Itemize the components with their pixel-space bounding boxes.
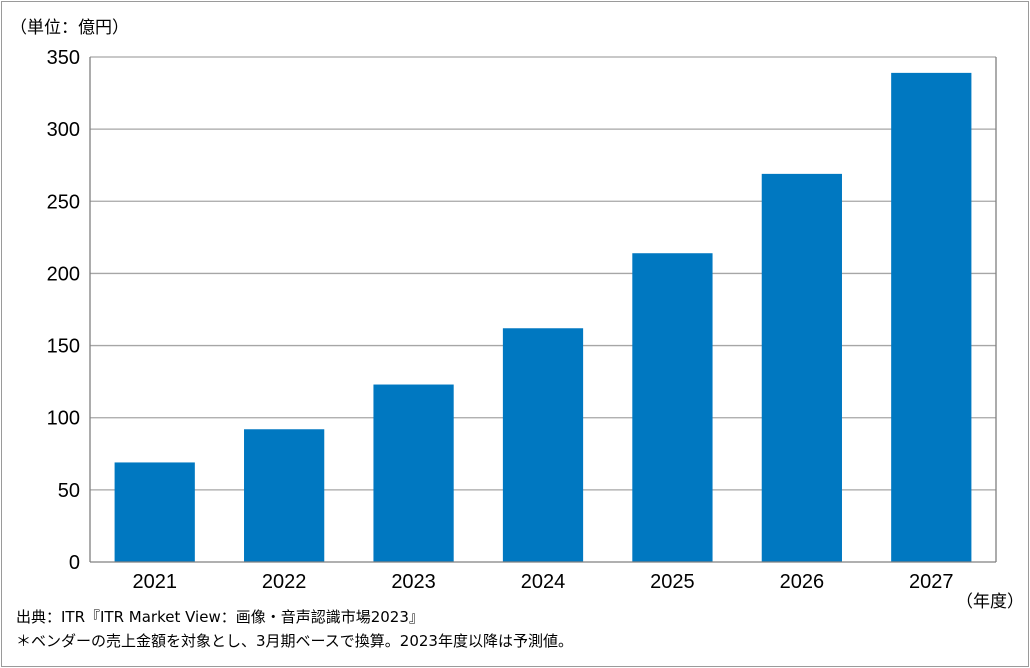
bar-2023: [373, 384, 454, 562]
bar-2025: [632, 253, 713, 562]
source-note: 出典：ITR『ITR Market View：画像・音声認識市場2023』: [16, 608, 424, 626]
x-tick-label: 2025: [650, 571, 695, 593]
bars: [114, 72, 972, 562]
bar-2022: [244, 429, 325, 562]
y-tick-label: 250: [47, 191, 80, 213]
bar-2024: [502, 328, 584, 562]
x-tick-label: 2023: [391, 571, 436, 593]
x-tick-label: 2027: [909, 571, 954, 593]
y-tick-label: 50: [58, 480, 80, 502]
bar-2026: [761, 173, 842, 562]
footnote: ＊ベンダーの売上金額を対象とし、3月期ベースで換算。2023年度以降は予測値。: [16, 632, 573, 650]
x-tick-label: 2021: [132, 571, 177, 593]
x-axis-label: （年度）: [956, 592, 1024, 611]
y-tick-label: 150: [47, 336, 80, 358]
axes: [89, 57, 997, 563]
y-tick-label: 100: [47, 408, 80, 430]
x-tick-label: 2022: [262, 571, 307, 593]
x-tick-label: 2026: [780, 571, 825, 593]
unit-label: （単位：億円）: [10, 18, 129, 37]
bar-2027: [891, 72, 972, 562]
y-tick-label: 350: [47, 47, 80, 69]
x-tick-labels: 2021 2022 2023 2024 2025 2026 2027: [132, 571, 953, 593]
y-tick-label: 200: [47, 263, 80, 285]
y-tick-label: 300: [47, 119, 80, 141]
y-tick-labels: 0 50 100 150 200 250 300 350: [47, 47, 80, 574]
bar-2021: [114, 462, 195, 562]
x-tick-label: 2024: [521, 571, 566, 593]
y-tick-label: 0: [69, 552, 80, 574]
